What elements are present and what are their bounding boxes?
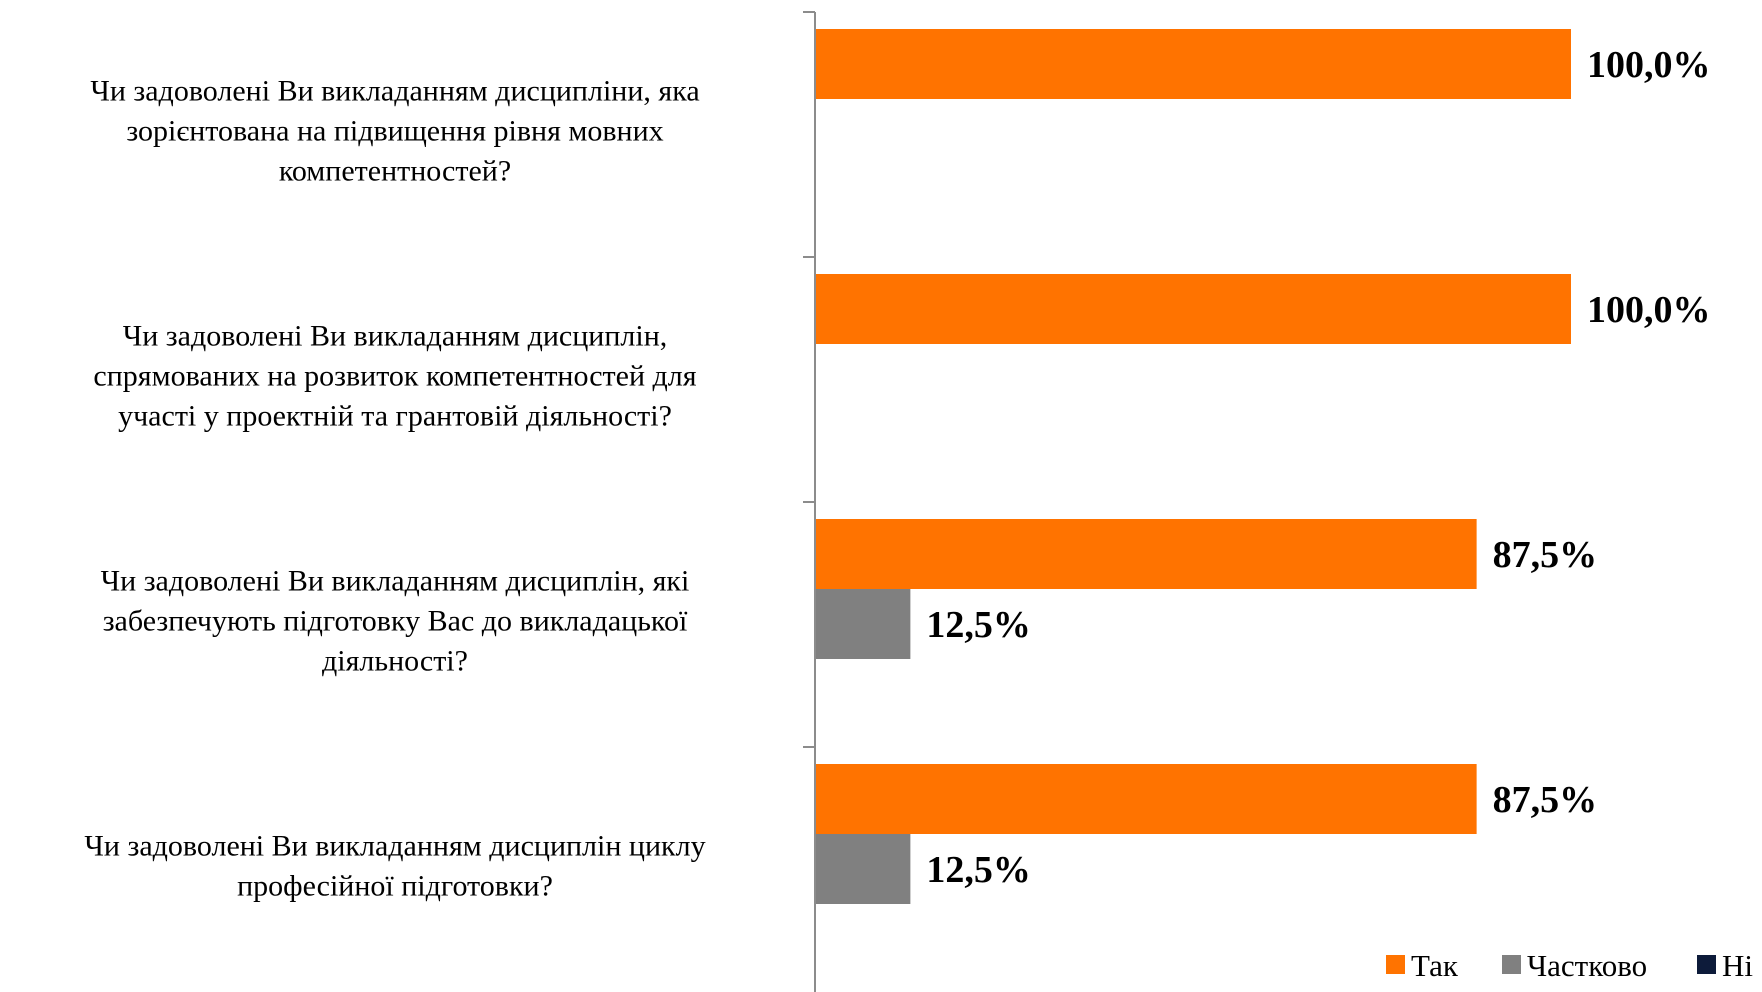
bar-tak <box>816 274 1571 344</box>
data-label: 100,0% <box>1587 44 1711 86</box>
category-label-line: участі у проектній та грантовій діяльнос… <box>118 400 672 433</box>
bar-tak <box>816 29 1571 99</box>
legend-swatch <box>1386 955 1405 974</box>
category-label-line: діяльності? <box>322 645 468 678</box>
category-label-line: Чи задоволені Ви викладанням дисциплін, … <box>101 565 690 598</box>
category-axis <box>803 11 816 992</box>
category-label-line: зорієнтована на підвищення рівня мовних <box>126 115 663 148</box>
bars <box>816 29 1571 904</box>
data-label: 12,5% <box>926 849 1031 891</box>
data-labels: 100,0% 100,0% 87,5% 12,5% 87,5% 12,5% <box>926 44 1710 891</box>
bar-chastkovo <box>816 834 911 904</box>
legend: Так Частково Ні <box>1386 948 1753 983</box>
legend-entry: Ні <box>1722 948 1753 983</box>
bar-tak <box>816 519 1477 589</box>
category-label-line: Чи задоволені Ви викладанням дисципліни,… <box>90 75 699 108</box>
category-label-line: професійної підготовки? <box>237 870 553 903</box>
legend-swatch <box>1697 955 1716 974</box>
category-label: Чи задоволені Ви викладанням дисциплін, с… <box>93 320 696 433</box>
data-label: 87,5% <box>1493 534 1598 576</box>
category-label-line: забезпечують підготовку Вас до викладаць… <box>103 605 688 638</box>
category-label-line: компетентностей? <box>279 155 511 188</box>
category-label-line: Чи задоволені Ви викладанням дисциплін, <box>123 320 668 353</box>
data-label: 100,0% <box>1587 289 1711 331</box>
bar-tak <box>816 764 1477 834</box>
category-label: Чи задоволені Ви викладанням дисциплін, … <box>101 565 690 678</box>
data-label: 87,5% <box>1493 779 1598 821</box>
bar-chastkovo <box>816 589 911 659</box>
legend-entry: Так <box>1411 948 1459 983</box>
category-label-line: Чи задоволені Ви викладанням дисциплін ц… <box>84 830 705 863</box>
legend-swatch <box>1502 955 1521 974</box>
category-label: Чи задоволені Ви викладанням дисциплін ц… <box>84 830 705 903</box>
category-label: Чи задоволені Ви викладанням дисципліни,… <box>90 75 699 188</box>
data-label: 12,5% <box>926 604 1031 646</box>
legend-entry: Частково <box>1527 948 1647 983</box>
category-labels: Чи задоволені Ви викладанням дисципліни,… <box>84 75 705 903</box>
category-label-line: спрямованих на розвиток компетентностей … <box>93 360 696 393</box>
